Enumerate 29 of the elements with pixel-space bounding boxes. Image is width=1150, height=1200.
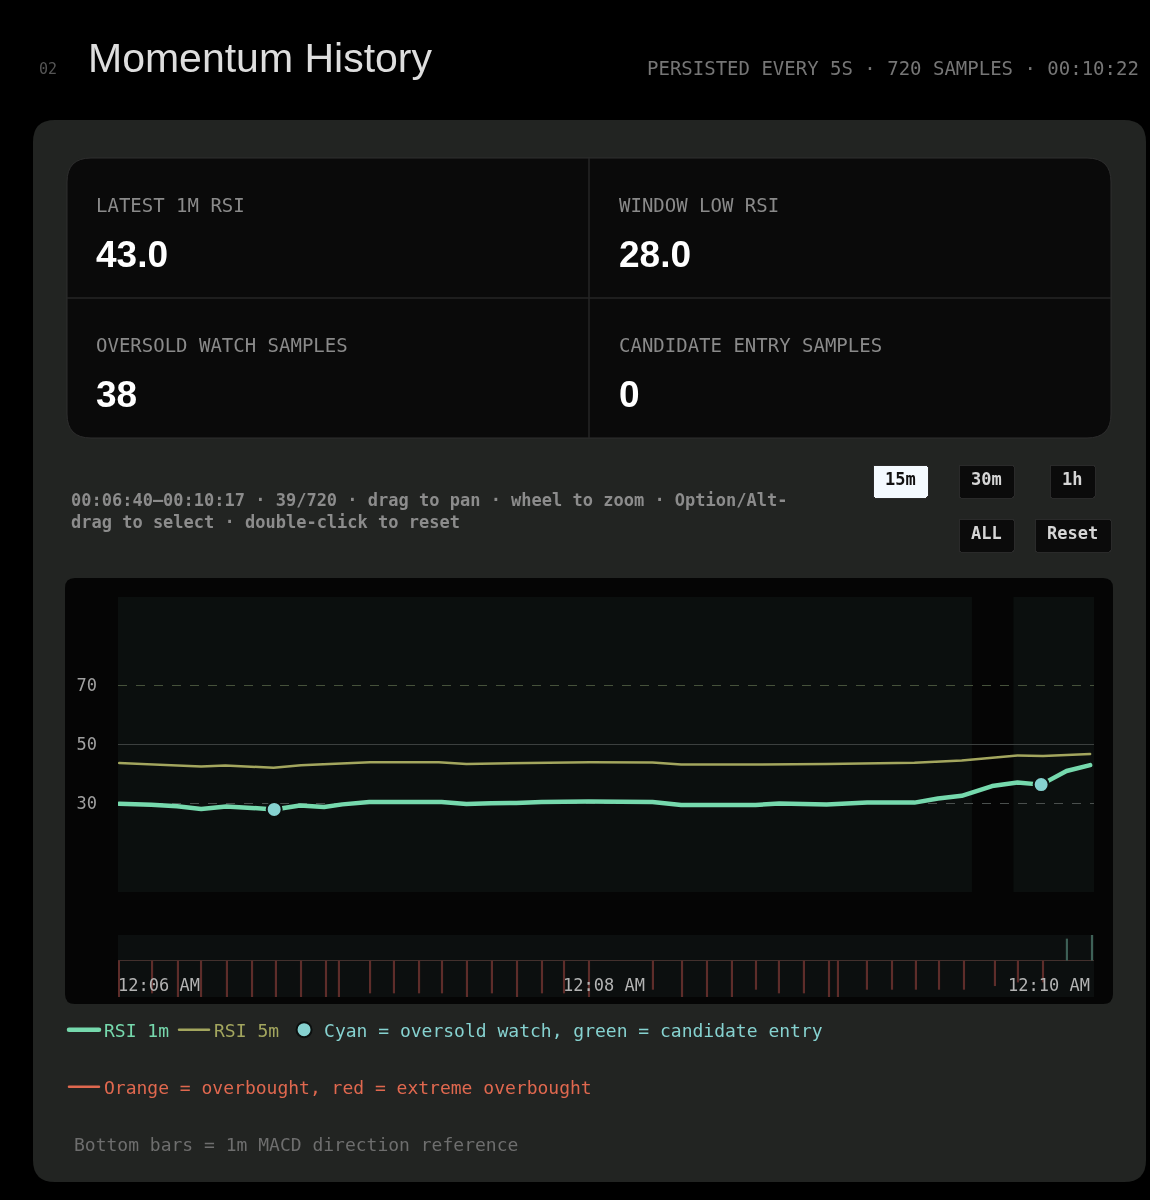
text: 1h — [1062, 468, 1083, 489]
x-tick-label: 12:06 AM — [118, 974, 200, 995]
text: 28.0 — [619, 234, 692, 275]
text: 02 — [39, 60, 58, 78]
text: Bottom bars = 1m MACD direction reference — [74, 1134, 519, 1155]
x-tick-label: 12:08 AM — [562, 974, 645, 995]
text: 15m — [885, 468, 916, 489]
chart-subtitle: 00:06:40–00:10:17 · 39/720 · drag to pan · wheel to zoom · Option/Alt-drag to select · double-click to reset — [71, 490, 788, 533]
text: Reset — [1047, 522, 1099, 543]
text: PERSISTED EVERY 5S · 720 SAMPLES · 00:10:22 — [647, 57, 1139, 79]
y-tick-label: 70 — [76, 675, 97, 696]
line-series — [118, 752, 1092, 770]
text: Momentum History — [88, 35, 433, 82]
y-tick-label: 30 — [76, 793, 97, 814]
text: LATEST 1M RSI — [96, 194, 245, 216]
text: 38 — [96, 374, 138, 415]
text: OVERSOLD WATCH SAMPLES — [96, 334, 348, 356]
text: CANDIDATE ENTRY SAMPLES — [619, 334, 883, 356]
text: WINDOW LOW RSI — [619, 194, 780, 216]
y-tick-label: 50 — [76, 734, 97, 755]
legend-label: Orange = overbought, red = extreme overbought — [104, 1076, 592, 1098]
legend-label: RSI 5m — [214, 1019, 280, 1041]
text: ALL — [971, 522, 1002, 543]
legend-label: RSI 1m — [104, 1019, 170, 1041]
x-tick-label: 12:10 AM — [1008, 974, 1090, 995]
text: 0 — [619, 374, 640, 415]
text: 30m — [971, 468, 1002, 489]
text: 43.0 — [96, 234, 169, 275]
legend-label: Cyan = oversold watch, green = candidate entry — [324, 1019, 823, 1041]
